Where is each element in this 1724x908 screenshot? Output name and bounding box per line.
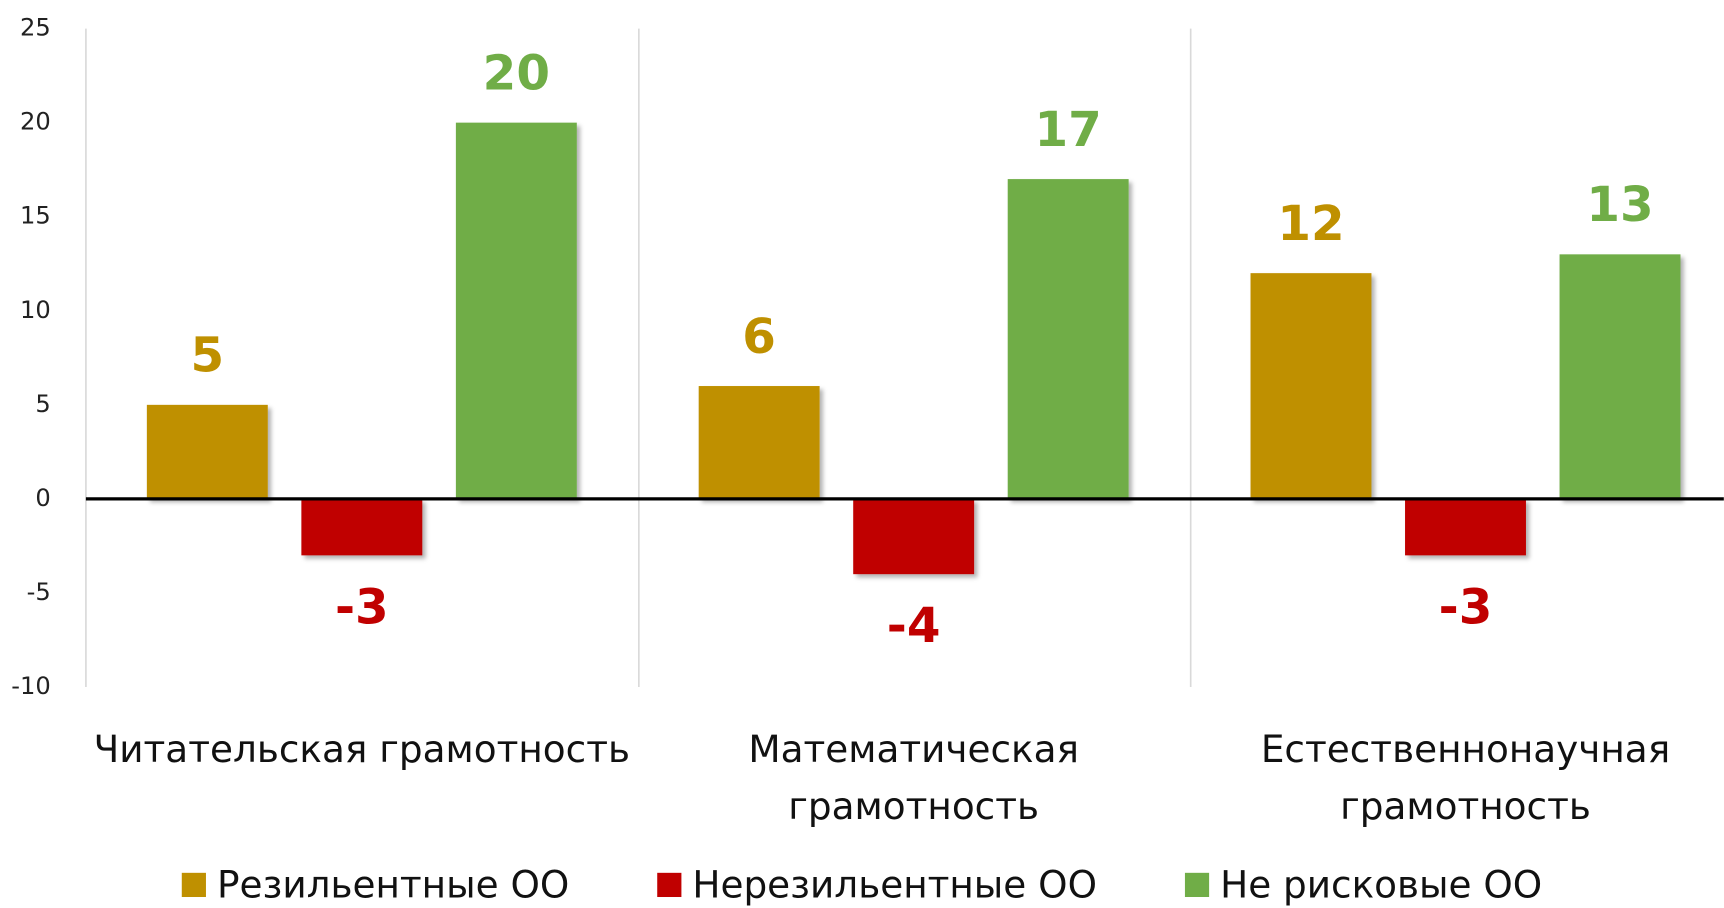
data-label: 6 [742, 309, 776, 365]
bar [455, 122, 577, 499]
bar [146, 404, 268, 499]
bar [853, 498, 975, 575]
legend-swatch [1184, 872, 1210, 898]
y-tick-label: -10 [11, 672, 50, 700]
y-tick-label: 25 [20, 14, 51, 42]
y-tick-label: 5 [35, 390, 50, 418]
bar [301, 498, 423, 556]
legend-label: Резильентные ОО [217, 863, 569, 907]
legend-label: Нерезильентные ОО [692, 863, 1097, 907]
legend-swatch [181, 872, 206, 898]
x-tick-label-box: Естественнонаучная грамотность [1260, 727, 1671, 829]
legend-item: Не рисковые ОО [1184, 863, 1542, 907]
data-label: 5 [190, 328, 224, 384]
y-tick-label: 20 [20, 108, 51, 136]
bar [1250, 273, 1372, 499]
bar [698, 386, 820, 499]
y-tick-label: 15 [20, 202, 51, 230]
x-tick-label: Читательская грамотность [93, 727, 631, 772]
x-tick-label: Естественнонаучная грамотность [1260, 727, 1671, 829]
data-label: 12 [1277, 196, 1344, 252]
legend-item: Нерезильентные ОО [657, 863, 1097, 907]
separators [85, 28, 1192, 688]
bar [1007, 179, 1129, 499]
x-tick-label-box: Математическая грамотность [748, 727, 1080, 829]
y-tick-label: 10 [20, 296, 51, 324]
data-label: -4 [887, 598, 941, 654]
bar [1559, 254, 1681, 499]
data-label: 13 [1586, 177, 1653, 233]
bar [1405, 498, 1526, 556]
x-tick-label: Математическая грамотность [748, 727, 1080, 829]
data-label: -3 [335, 579, 389, 635]
data-label: -3 [1439, 579, 1493, 635]
y-tick-label: 0 [35, 484, 50, 512]
data-label: 20 [483, 45, 550, 101]
legend-swatch [657, 872, 682, 898]
legend: Резильентные ОО Нерезильентные ОО Не риско… [181, 863, 1542, 907]
data-label: 17 [1035, 102, 1102, 158]
x-tick-label-box: Читательская грамотность [93, 727, 631, 772]
legend-label: Не рисковые ОО [1220, 863, 1542, 907]
legend-item: Резильентные ОО [181, 863, 569, 907]
y-tick-label: -5 [27, 578, 51, 606]
